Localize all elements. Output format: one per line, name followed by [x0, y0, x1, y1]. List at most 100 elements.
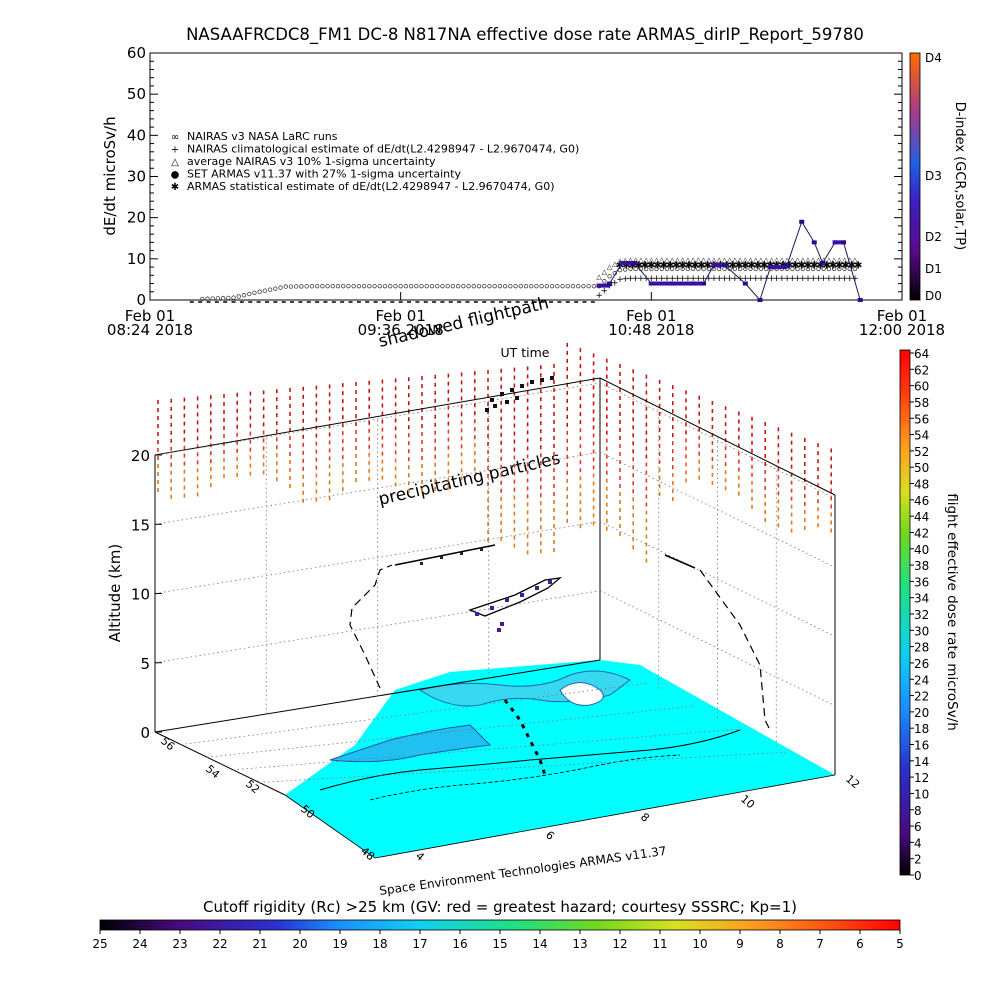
nairas-point	[591, 283, 597, 289]
d-index-colorbar	[909, 52, 921, 301]
nairas-point	[664, 266, 670, 272]
top-y-axis: 0 10 20 30 40 50 60	[127, 44, 902, 309]
dose-colorbar-tick-label: 0	[914, 869, 922, 883]
dose-colorbar-tick-label: 44	[914, 510, 929, 524]
set-armas-point	[799, 219, 805, 224]
nairas-uncertainty-mark: +	[809, 274, 817, 284]
armas-stat-point: ✱	[622, 261, 630, 272]
armas-stat-point: ✱	[653, 261, 661, 272]
nairas-point	[388, 283, 393, 289]
nairas-uncertainty-mark: +	[621, 275, 629, 285]
armas-stat-point: ✱	[704, 261, 712, 272]
rigidity-tick-label: 18	[372, 937, 387, 951]
nairas-uncertainty-mark: +	[731, 274, 739, 284]
nairas-point	[722, 266, 727, 272]
rigidity-tick-label: 19	[332, 937, 347, 951]
armas-stat-point: ✱	[635, 261, 643, 272]
latitude-tick-label: 54	[203, 762, 222, 781]
nairas-point	[299, 284, 304, 289]
grid-line-floor-lat	[258, 751, 789, 783]
high-altitude-dose-mark	[530, 380, 534, 384]
dose-colorbar-tick-label: 12	[914, 771, 929, 785]
cruise-dose-mark	[420, 562, 423, 565]
nairas-uncertainty-mark: +	[799, 274, 807, 284]
top-y-tick-label: 10	[127, 250, 146, 268]
loop-dose-mark	[548, 580, 552, 584]
high-altitude-dose-mark	[510, 388, 514, 392]
nairas-point	[356, 283, 362, 289]
nairas-triangle-mark: △	[670, 256, 676, 264]
nairas-point	[476, 283, 482, 289]
legend-symbol: ∞	[171, 132, 179, 143]
set-armas-point	[596, 283, 602, 288]
border-lines	[319, 729, 741, 791]
armas-stat-point: ✱	[697, 261, 705, 272]
nairas-point	[753, 266, 758, 272]
nairas-point	[466, 283, 471, 289]
nairas-triangle-mark: △	[732, 256, 738, 264]
d-index-tick-label: D1	[925, 262, 942, 276]
top-series-marks: + △ + △ + △ + △ + △ + △ + △ + △ + △ + △ + △ + △ + △ + △ + △ + △ + △ + △ + △ + △…	[189, 219, 863, 303]
rigidity-tick-label: 22	[212, 937, 227, 951]
top-x-axis-label: UT time	[501, 345, 550, 360]
armas-stat-point: ✱	[666, 261, 674, 272]
set-armas-point	[784, 263, 790, 268]
dose-colorbar	[899, 349, 911, 876]
rigidity-tick-label: 5	[896, 937, 904, 951]
nairas-triangle-mark: △	[784, 256, 790, 264]
nairas-point	[398, 283, 403, 289]
nairas-point	[461, 283, 466, 289]
nairas-uncertainty-mark: +	[768, 274, 776, 284]
nairas-point	[816, 266, 821, 272]
nairas-uncertainty-mark: +	[773, 274, 781, 284]
armas-stat-point: ✱	[791, 261, 799, 272]
nairas-point	[377, 283, 382, 289]
nairas-triangle-mark: △	[690, 256, 696, 264]
set-armas-point	[653, 281, 659, 286]
flightpath-dose-marks	[420, 376, 554, 632]
legend-label: SET ARMAS v11.37 with 27% 1-sigma uncert…	[187, 168, 461, 181]
nairas-point	[508, 283, 513, 289]
nairas-point	[576, 283, 581, 289]
nairas-point	[492, 283, 497, 289]
longitude-tick-label: 10	[738, 792, 757, 811]
rigidity-tick-label: 6	[856, 937, 864, 951]
armas-stat-point: ✱	[747, 261, 755, 272]
nairas-point	[262, 288, 268, 293]
rigidity-tick-label: 25	[92, 937, 107, 951]
dose-colorbar-tick-label: 4	[914, 836, 922, 850]
nairas-triangle-mark: △	[654, 256, 660, 264]
nairas-point	[487, 283, 492, 289]
altitude-axis: 0 5 10 15 20	[131, 447, 162, 742]
nairas-point	[440, 283, 445, 289]
set-armas-point	[820, 260, 826, 265]
nairas-point	[419, 283, 424, 289]
top-y-tick-label: 40	[127, 126, 146, 144]
nairas-triangle-mark: △	[596, 273, 602, 281]
rigidity-tick-label: 16	[452, 937, 467, 951]
loop-dose-mark	[535, 586, 539, 590]
nairas-triangle-mark: △	[847, 256, 853, 264]
high-altitude-dose-mark	[493, 404, 497, 408]
nairas-uncertainty-mark: +	[804, 274, 812, 284]
nairas-uncertainty-mark: +	[632, 274, 640, 284]
nairas-triangle-mark: △	[779, 256, 785, 264]
d-index-label: D-index (GCR,solar,TP)	[952, 102, 967, 250]
nairas-triangle-mark: △	[842, 256, 848, 264]
high-altitude-dose-mark	[500, 392, 504, 396]
nairas-uncertainty-mark: +	[825, 274, 833, 284]
nairas-uncertainty-mark: +	[752, 274, 760, 284]
nairas-point	[685, 266, 691, 272]
armas-stat-point: ✱	[672, 261, 680, 272]
nairas-triangle-mark: △	[764, 256, 770, 264]
nairas-uncertainty-mark: +	[747, 274, 755, 284]
set-armas-point	[678, 281, 684, 286]
nairas-triangle-mark: △	[623, 256, 629, 264]
altitude-tick-label: 20	[131, 447, 150, 465]
nairas-point	[549, 283, 555, 289]
set-armas-point	[690, 281, 696, 286]
nairas-point	[565, 283, 570, 289]
high-altitude-dose-mark	[505, 400, 509, 404]
dose-colorbar-tick-label: 30	[914, 624, 929, 638]
